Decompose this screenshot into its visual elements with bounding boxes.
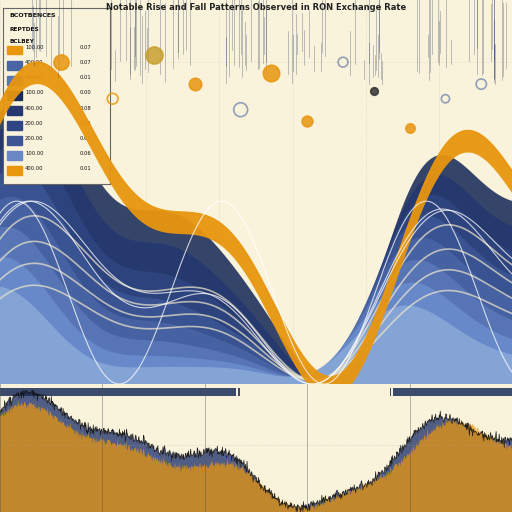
Point	[441, 95, 450, 103]
Point	[109, 95, 117, 103]
Point	[237, 105, 245, 114]
Point	[267, 69, 275, 77]
Point	[57, 58, 66, 66]
Point	[190, 80, 199, 88]
Point	[339, 58, 347, 66]
Point	[406, 124, 414, 132]
Point	[303, 117, 311, 125]
Point	[477, 80, 485, 88]
Text: Notable Rise and Fall Patterns Observed in RON Exchange Rate: Notable Rise and Fall Patterns Observed …	[106, 3, 406, 12]
Point	[370, 88, 378, 96]
Point	[150, 51, 158, 59]
